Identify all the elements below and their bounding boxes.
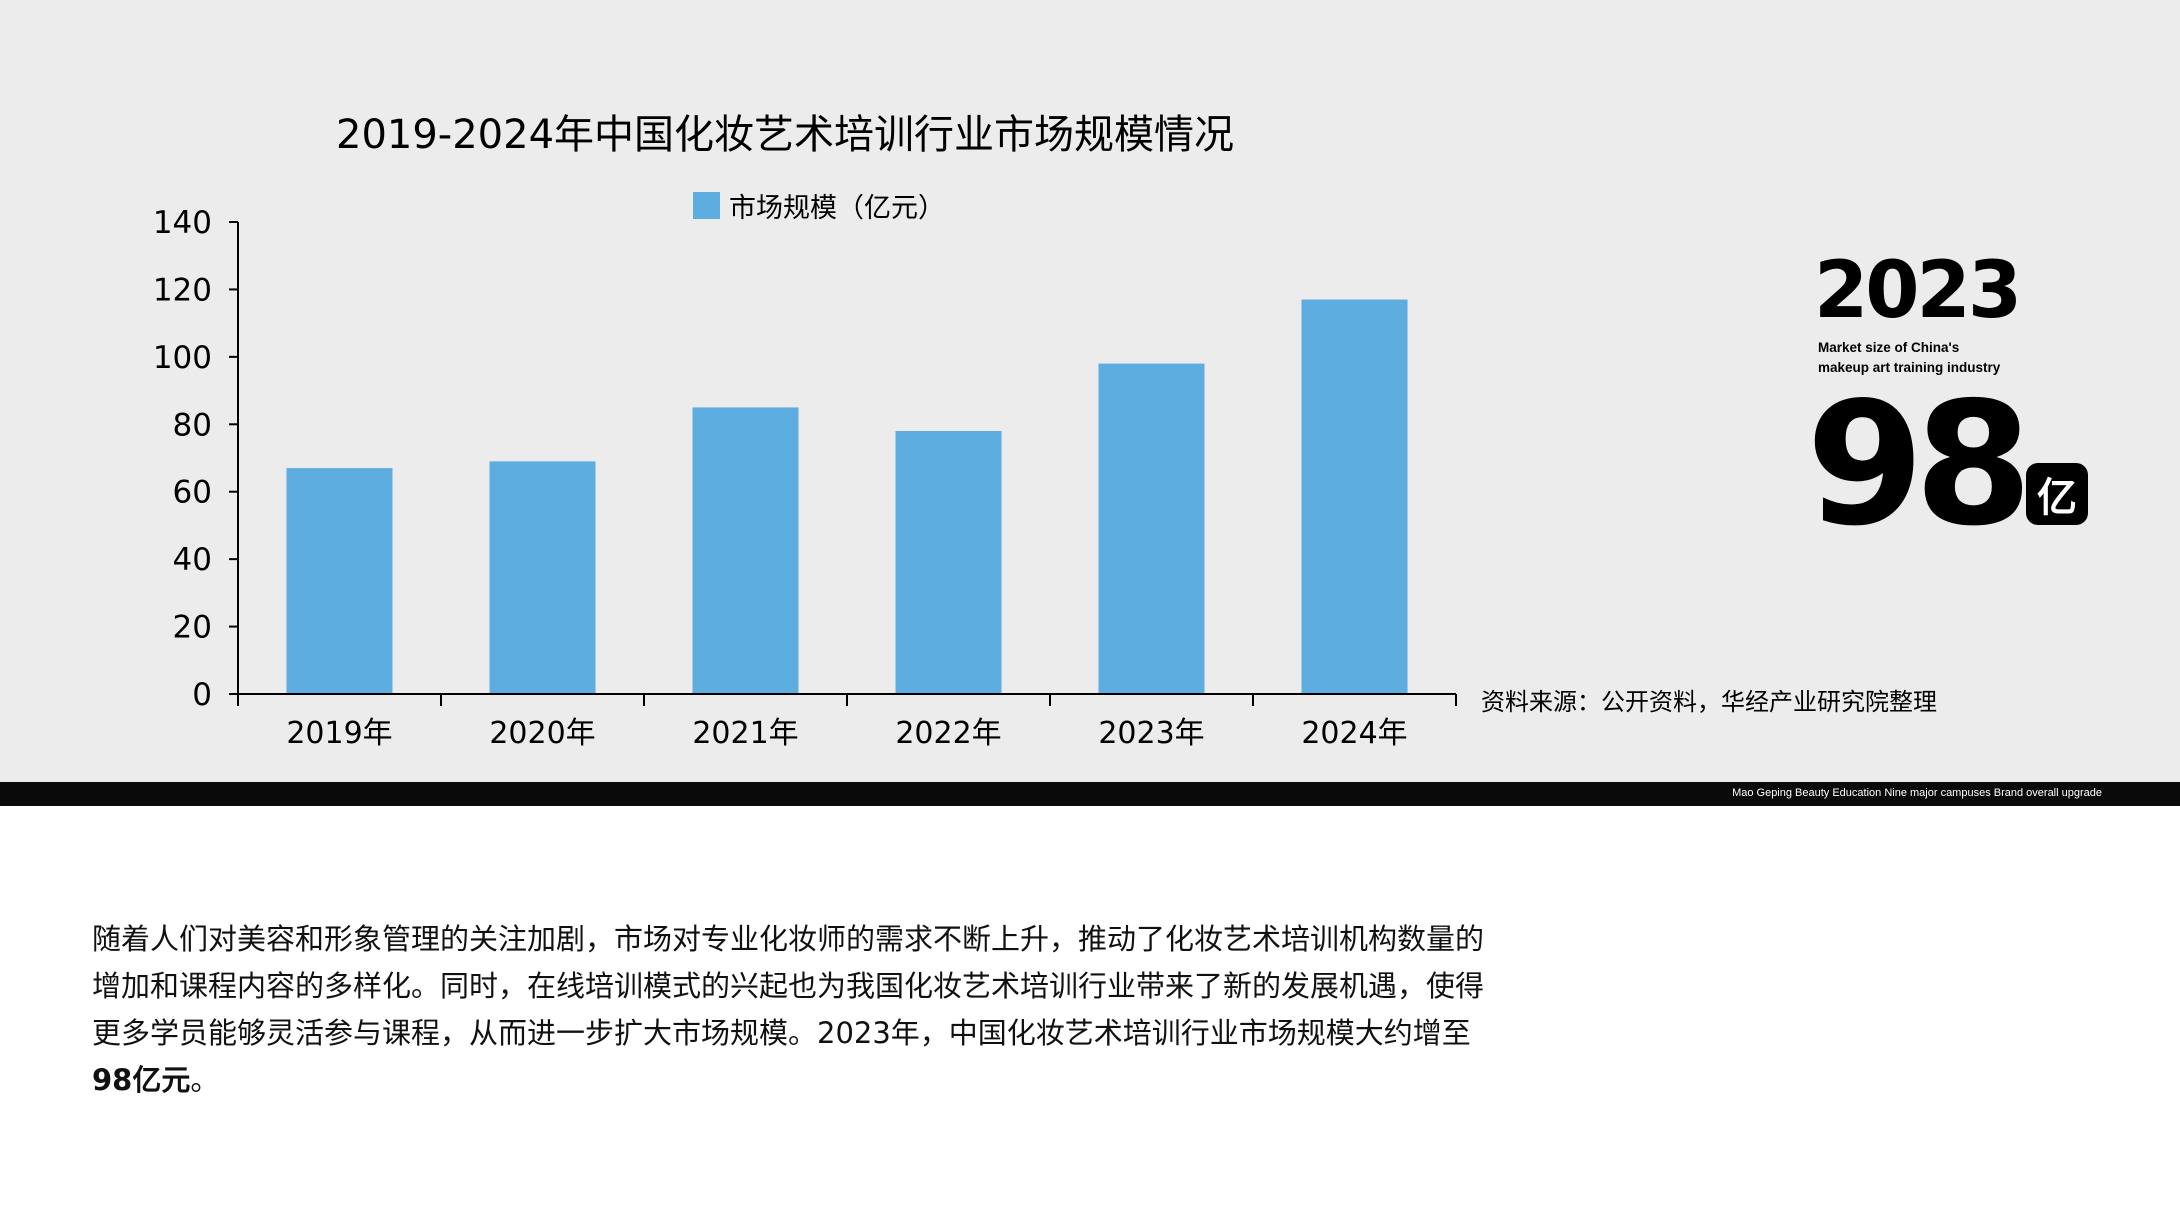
- y-tick-label-1: 20: [173, 610, 212, 646]
- paragraph-text: 随着人们对美容和形象管理的关注加剧，市场对专业化妆师的需求不断上升，推动了化妆艺…: [92, 922, 1485, 1050]
- chart-legend: 市场规模（亿元）: [693, 186, 945, 225]
- y-tick-label-0: 0: [192, 677, 212, 713]
- bar-2: [692, 407, 799, 694]
- y-tick-label-6: 120: [153, 272, 212, 308]
- bar-chart: 0 20 40 60 80 100 120 140 2019年 2020年 2021年 2022年 20…: [153, 205, 1457, 751]
- kpi-unit-badge: 亿: [2026, 463, 2088, 525]
- description-paragraph: 随着人们对美容和形象管理的关注加剧，市场对专业化妆师的需求不断上升，推动了化妆艺…: [92, 916, 1492, 1104]
- y-tick-label-3: 60: [173, 475, 212, 511]
- y-tick-label-5: 100: [153, 340, 212, 376]
- y-tick-label-4: 80: [173, 407, 212, 443]
- footer-band-text: Mao Geping Beauty Education Nine major c…: [1732, 787, 2102, 799]
- y-tick-label-2: 40: [173, 542, 212, 578]
- chart-title: 2019-2024年中国化妆艺术培训行业市场规模情况: [336, 112, 1235, 158]
- legend-label: 市场规模（亿元）: [729, 193, 945, 224]
- y-tick-label-7: 140: [153, 205, 212, 241]
- bar-0: [286, 468, 393, 694]
- x-tick-label-4: 2023年: [1098, 716, 1204, 751]
- bar-4: [1098, 363, 1205, 694]
- x-tick-label-5: 2024年: [1301, 716, 1407, 751]
- bar-1: [489, 461, 596, 694]
- x-tick-label-2: 2021年: [692, 716, 798, 751]
- x-tick-label-3: 2022年: [895, 716, 1001, 751]
- x-tick-label-0: 2019年: [286, 716, 392, 751]
- paragraph-end: 。: [190, 1063, 220, 1097]
- x-tick-label-1: 2020年: [489, 716, 595, 751]
- paragraph-highlight: 98亿元: [92, 1063, 191, 1097]
- source-note: 资料来源：公开资料，华经产业研究院整理: [1481, 688, 1937, 716]
- footer-band: Mao Geping Beauty Education Nine major c…: [0, 782, 2180, 806]
- bar-3: [895, 431, 1002, 694]
- kpi-year: 2023: [1814, 246, 2022, 336]
- kpi-subtitle: Market size of China's makeup art traini…: [1818, 338, 2000, 378]
- kpi-value: 98: [1806, 366, 2033, 564]
- kpi-subtitle-line-1: Market size of China's: [1818, 340, 1960, 355]
- bar-5: [1301, 299, 1408, 694]
- kpi-subtitle-line-2: makeup art training industry: [1818, 360, 2001, 375]
- legend-swatch: [693, 192, 720, 219]
